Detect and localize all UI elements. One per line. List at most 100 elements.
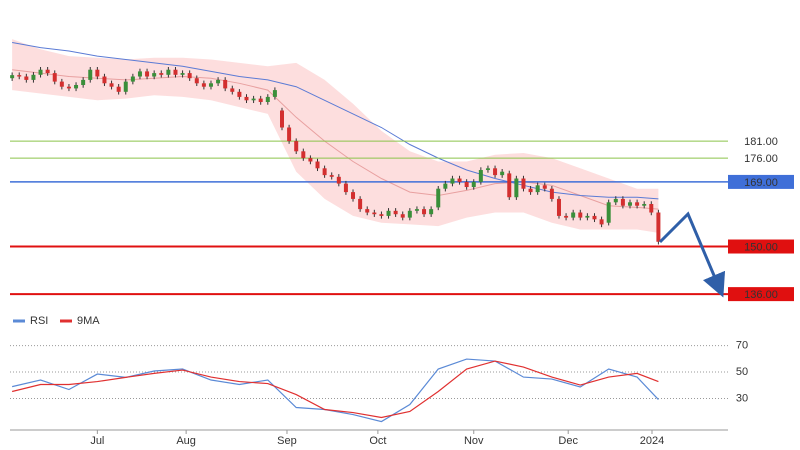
- candle-body: [166, 69, 171, 75]
- candle-body: [109, 83, 114, 87]
- candle-body: [535, 185, 540, 193]
- candle-body: [528, 188, 533, 193]
- candle-body: [379, 214, 384, 216]
- candle-body: [180, 73, 185, 75]
- y-tick-label: 70: [736, 339, 748, 351]
- level-label-box: [728, 239, 794, 254]
- candle-body: [152, 73, 157, 77]
- candle-body: [216, 79, 221, 84]
- candle-body: [493, 168, 498, 176]
- candle-body: [280, 110, 285, 128]
- legend-label: 9MA: [77, 315, 100, 327]
- candle-body: [145, 71, 150, 77]
- candle-body: [173, 69, 178, 75]
- candle-body: [10, 75, 15, 79]
- candle-body: [336, 176, 341, 184]
- candle-body: [549, 188, 554, 199]
- level-label: 150.00: [744, 241, 778, 253]
- candle-body: [386, 210, 391, 216]
- y-tick-label: 30: [736, 392, 748, 404]
- candle-body: [187, 73, 192, 79]
- candle-body: [329, 175, 334, 177]
- candle-body: [52, 73, 57, 82]
- candle-body: [116, 86, 121, 92]
- candle-body: [351, 192, 356, 199]
- x-tick-label: Oct: [369, 435, 386, 447]
- candle-body: [478, 170, 483, 182]
- y-tick-label: 50: [736, 366, 748, 378]
- candle-body: [230, 88, 235, 92]
- series-line: [11, 360, 659, 419]
- candle-body: [315, 161, 320, 169]
- candle-body: [59, 81, 64, 87]
- candle-body: [471, 181, 476, 188]
- candle-body: [81, 79, 86, 86]
- candle-body: [514, 178, 519, 198]
- candle-body: [443, 183, 448, 189]
- candle-body: [592, 215, 597, 220]
- candle-body: [485, 168, 490, 171]
- candle-body: [407, 210, 412, 218]
- candle-body: [244, 96, 249, 101]
- candle-body: [542, 185, 547, 189]
- candle-body: [287, 127, 292, 142]
- candle-body: [301, 151, 306, 159]
- candle-body: [578, 212, 583, 218]
- candle-body: [31, 74, 36, 80]
- candle-body: [613, 198, 618, 203]
- candle-body: [251, 98, 256, 101]
- candle-body: [436, 188, 441, 208]
- candle-body: [95, 69, 100, 77]
- candle-body: [24, 76, 29, 80]
- candle-body: [620, 198, 625, 206]
- candle-body: [272, 90, 277, 97]
- candle-body: [635, 202, 640, 206]
- candle-body: [627, 202, 632, 206]
- candle-body: [372, 212, 377, 215]
- candle-body: [556, 198, 561, 216]
- level-label: 169.00: [744, 177, 778, 189]
- candle-body: [237, 91, 242, 97]
- candle-body: [500, 171, 505, 176]
- candle-body: [322, 168, 327, 176]
- candle-body: [45, 69, 50, 74]
- candle-body: [308, 158, 313, 162]
- candle-body: [201, 83, 206, 87]
- candle-body: [159, 73, 164, 75]
- candle-body: [400, 214, 405, 218]
- level-label-box: [728, 174, 794, 189]
- candle-body: [208, 83, 213, 87]
- x-tick-label: Sep: [277, 435, 297, 447]
- candle-body: [429, 209, 434, 215]
- level-label: 136.00: [744, 289, 778, 301]
- candle-body: [571, 212, 576, 218]
- candle-body: [414, 209, 419, 211]
- candle-body: [123, 81, 128, 92]
- candle-body: [358, 198, 363, 210]
- candle-body: [599, 219, 604, 225]
- level-label: 176.00: [744, 153, 778, 165]
- candle-body: [393, 210, 398, 215]
- candle-body: [38, 69, 43, 75]
- x-tick-label: Aug: [176, 435, 196, 447]
- candle-body: [102, 76, 107, 84]
- candle-body: [258, 98, 263, 103]
- candle-body: [343, 183, 348, 193]
- candle-body: [365, 209, 370, 213]
- candle-body: [294, 141, 299, 152]
- candle-body: [66, 86, 71, 89]
- x-tick-label: 2024: [640, 435, 664, 447]
- candle-body: [457, 178, 462, 182]
- candle-body: [564, 215, 569, 218]
- candle-body: [17, 75, 22, 77]
- forecast-arrow: [658, 211, 726, 298]
- candle-body: [585, 215, 590, 218]
- candle-body: [137, 71, 142, 77]
- candle-body: [422, 209, 427, 215]
- legend-label: RSI: [30, 315, 48, 327]
- plot-layer: 181.00 176.00 169.00 150.00 136.00 30 50 70 Jul A…: [10, 39, 794, 447]
- series-line: [11, 358, 659, 423]
- candle-body: [194, 78, 199, 84]
- candle-body: [649, 204, 654, 213]
